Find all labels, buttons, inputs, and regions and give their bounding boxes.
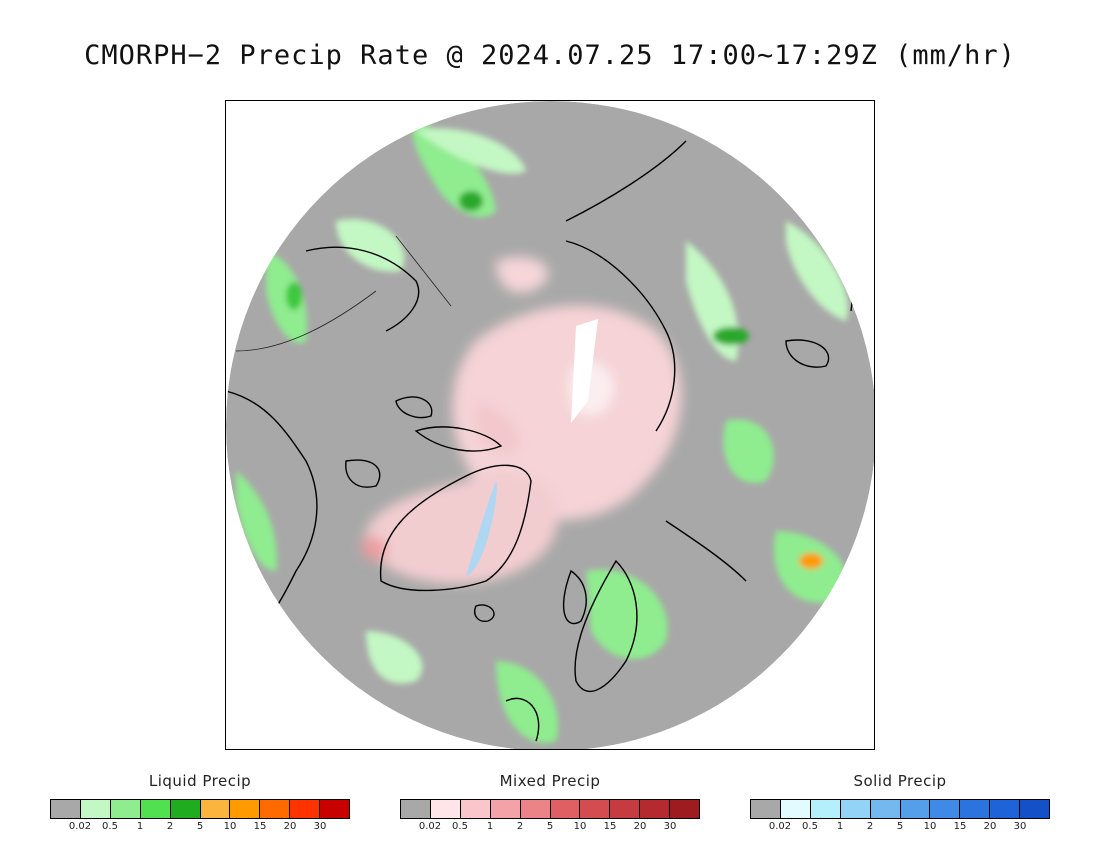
legend-swatch [401, 800, 431, 818]
legend-color-bar [750, 799, 1050, 819]
legend-title: Mixed Precip [499, 772, 601, 790]
legend-swatch [140, 800, 171, 818]
borders [235, 235, 452, 352]
legend-liquid-precip: Liquid Precip 0.02 0.5 1 2 5 10 15 20 30 [50, 772, 350, 835]
legend-tick-label: 15 [253, 821, 267, 832]
legend-swatch [320, 800, 350, 818]
legend-swatch [780, 800, 811, 818]
legend-ticks: 0.02 0.5 1 2 5 10 15 20 30 [50, 821, 350, 835]
legend-tick-label: 1 [836, 821, 844, 832]
legend-tick-label: 10 [573, 821, 587, 832]
legend-tick-label: 0.5 [802, 821, 818, 832]
legend-tick-label: 10 [223, 821, 237, 832]
legend-swatch [580, 800, 611, 818]
legend-tick-label: 5 [196, 821, 204, 832]
map-title: CMORPH−2 Precip Rate @ 2024.07.25 17:00~… [84, 40, 1016, 71]
legend-mixed-precip: Mixed Precip 0.02 0.5 1 2 5 10 15 20 30 [400, 772, 700, 835]
legend-tick-label: 15 [603, 821, 617, 832]
legend-tick-label: 15 [953, 821, 967, 832]
legend-tick-label: 20 [283, 821, 297, 832]
legend-tick-label: 5 [546, 821, 554, 832]
legend-swatch [900, 800, 931, 818]
liquid-precip-regions [236, 121, 848, 743]
legend-swatch [290, 800, 321, 818]
legend-swatch [200, 800, 231, 818]
legend-swatch [1020, 800, 1050, 818]
legend-swatch [490, 800, 521, 818]
legend-swatch [870, 800, 901, 818]
legend-tick-label: 2 [866, 821, 874, 832]
legend-tick-label: 0.02 [68, 821, 92, 832]
legend-color-bar [400, 799, 700, 819]
legend-swatch [640, 800, 671, 818]
legend-tick-label: 2 [516, 821, 524, 832]
legend-swatch [230, 800, 261, 818]
legend-swatch [110, 800, 141, 818]
legend-swatch [810, 800, 841, 818]
legend-swatch [751, 800, 781, 818]
legend-tick-label: 0.5 [452, 821, 468, 832]
legend-swatch [520, 800, 551, 818]
legend-swatch [260, 800, 291, 818]
legend-tick-label: 0.02 [418, 821, 442, 832]
legend-tick-label: 5 [896, 821, 904, 832]
legend-title: Liquid Precip [148, 772, 252, 790]
precip-map [226, 101, 874, 749]
legend-tick-label: 0.5 [102, 821, 118, 832]
no-data-wedge [571, 319, 598, 423]
solid-precip-region [466, 481, 497, 576]
legend-tick-label: 1 [486, 821, 494, 832]
legend-swatch [840, 800, 871, 818]
legend-tick-label: 30 [313, 821, 327, 832]
legend-tick-label: 10 [923, 821, 937, 832]
mixed-precip-regions [361, 257, 682, 584]
legend-swatch [610, 800, 641, 818]
legend-swatch [80, 800, 111, 818]
legend-tick-label: 2 [166, 821, 174, 832]
legend-swatch [960, 800, 991, 818]
legend-swatch [460, 800, 491, 818]
legend-ticks: 0.02 0.5 1 2 5 10 15 20 30 [750, 821, 1050, 835]
legend-swatch [550, 800, 581, 818]
coastlines [226, 140, 853, 742]
legend-tick-label: 20 [633, 821, 647, 832]
legend-swatch [51, 800, 81, 818]
legend-swatch [990, 800, 1021, 818]
legend-tick-label: 30 [663, 821, 677, 832]
legend-tick-label: 30 [1013, 821, 1027, 832]
legend-color-bar [50, 799, 350, 819]
legend-tick-label: 0.02 [768, 821, 792, 832]
legend-swatch [170, 800, 201, 818]
legend-ticks: 0.02 0.5 1 2 5 10 15 20 30 [400, 821, 700, 835]
legend-solid-precip: Solid Precip 0.02 0.5 1 2 5 10 15 20 30 [750, 772, 1050, 835]
legend-tick-label: 20 [983, 821, 997, 832]
map-frame [225, 100, 875, 750]
legend-title: Solid Precip [853, 772, 947, 790]
legend-swatch [430, 800, 461, 818]
legend-swatch [930, 800, 961, 818]
legend-swatch [670, 800, 700, 818]
legend-tick-label: 1 [136, 821, 144, 832]
